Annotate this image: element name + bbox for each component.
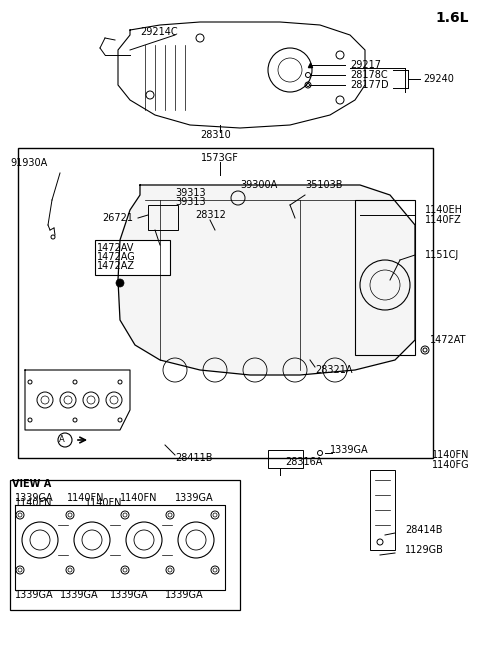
Text: 1339GA: 1339GA <box>110 590 149 600</box>
Bar <box>370 470 395 550</box>
Text: 1140FN: 1140FN <box>120 493 157 503</box>
Text: 1129GB: 1129GB <box>405 545 444 555</box>
Text: 1140FZ: 1140FZ <box>425 215 462 225</box>
Text: 1472AG: 1472AG <box>97 252 136 262</box>
Text: 28316A: 28316A <box>285 457 323 467</box>
Text: 29214C: 29214C <box>140 27 178 37</box>
Text: 1472AT: 1472AT <box>430 335 467 345</box>
Text: 29217: 29217 <box>350 60 381 70</box>
Text: 1339GA: 1339GA <box>15 590 54 600</box>
Text: 1339GA: 1339GA <box>175 493 214 503</box>
Text: A: A <box>59 436 65 445</box>
Text: 28321A: 28321A <box>315 365 352 375</box>
Text: 39313: 39313 <box>175 188 205 198</box>
Bar <box>268 450 303 468</box>
Text: 1140FG: 1140FG <box>432 460 469 470</box>
Text: 1140FN: 1140FN <box>85 498 122 508</box>
Text: 28310: 28310 <box>200 130 231 140</box>
Polygon shape <box>118 185 415 375</box>
Text: 35103B: 35103B <box>305 180 343 190</box>
Text: 1472AV: 1472AV <box>97 243 134 253</box>
Text: VIEW A: VIEW A <box>12 479 51 489</box>
Text: 28312: 28312 <box>195 210 226 220</box>
Text: 39313: 39313 <box>175 197 205 207</box>
Text: 1151CJ: 1151CJ <box>425 250 459 260</box>
Bar <box>95 240 170 275</box>
Text: 1573GF: 1573GF <box>201 153 239 163</box>
Text: 1472AZ: 1472AZ <box>97 261 135 271</box>
Text: 91930A: 91930A <box>10 158 47 168</box>
Text: 1339GA: 1339GA <box>330 445 369 455</box>
Bar <box>18 148 433 458</box>
Circle shape <box>116 279 124 287</box>
Text: 28177D: 28177D <box>350 80 389 90</box>
Text: 28414B: 28414B <box>405 525 443 535</box>
Text: 26721: 26721 <box>102 213 133 223</box>
Text: 39300A: 39300A <box>240 180 277 190</box>
Text: 1140EH: 1140EH <box>425 205 463 215</box>
Text: 28178C: 28178C <box>350 70 388 80</box>
Text: 1140FN: 1140FN <box>15 498 52 508</box>
Bar <box>355 200 415 355</box>
Text: 1140FN: 1140FN <box>432 450 469 460</box>
Bar <box>148 205 178 230</box>
Text: 1140FN: 1140FN <box>67 493 105 503</box>
Text: 1339GA: 1339GA <box>60 590 98 600</box>
Bar <box>10 480 240 610</box>
Text: 28411B: 28411B <box>175 453 213 463</box>
Text: 1.6L: 1.6L <box>435 11 468 25</box>
Text: 1339GA: 1339GA <box>15 493 54 503</box>
Text: 29240: 29240 <box>423 74 454 84</box>
Text: 1339GA: 1339GA <box>165 590 204 600</box>
